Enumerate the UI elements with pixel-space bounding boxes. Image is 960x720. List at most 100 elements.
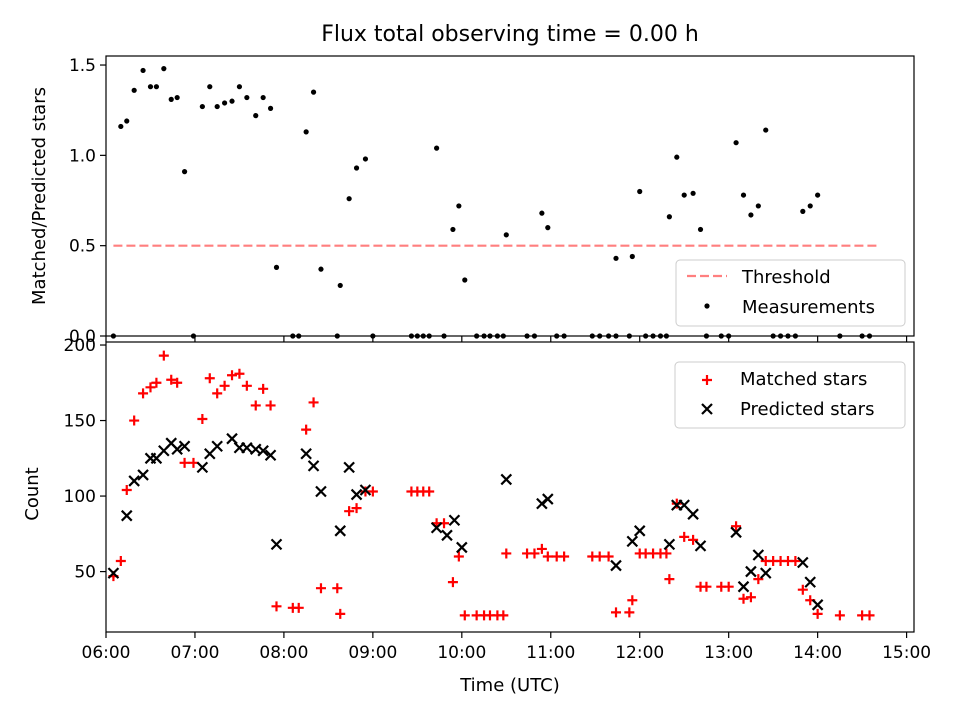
measurement-point	[267, 105, 274, 111]
measurement-point	[310, 89, 317, 95]
predicted-star-point	[500, 473, 513, 486]
matched-star-point	[212, 388, 223, 399]
predicted-star-point	[178, 440, 191, 452]
x-tick-label: 06:00	[82, 643, 131, 663]
predicted-star-point	[270, 538, 283, 551]
x-tick-label: 12:00	[615, 643, 664, 663]
bottom-y-tick-label: 200	[64, 336, 96, 356]
x-axis-label: Time (UTC)	[459, 675, 560, 696]
predicted-star-point	[730, 526, 742, 539]
bottom-legend-box	[674, 361, 906, 429]
measurement-point	[181, 169, 188, 175]
measurement-point	[462, 277, 468, 283]
top-y-tick-label: 0.5	[69, 237, 96, 257]
predicted-star-point	[257, 444, 269, 457]
matched-star-point	[250, 400, 261, 411]
measurement-point	[362, 156, 369, 162]
matched-star-point	[834, 610, 845, 621]
predicted-star-point	[456, 541, 468, 554]
matched-star-point	[129, 415, 140, 426]
matched-star-point	[308, 397, 319, 408]
matched-star-point	[611, 607, 622, 618]
predicted-star-point	[107, 567, 120, 579]
legend-threshold-label: Threshold	[741, 267, 831, 288]
matched-star-point	[536, 543, 547, 554]
predicted-star-point	[137, 469, 149, 481]
predicted-star-point	[315, 485, 327, 498]
measurement-point	[613, 255, 619, 261]
measurement-point	[807, 203, 813, 209]
predicted-star-point	[264, 449, 277, 462]
measurement-point	[260, 94, 266, 101]
matched-star-point	[745, 592, 756, 603]
matched-star-point	[594, 551, 605, 562]
measurement-point	[748, 212, 754, 218]
matched-star-point	[459, 610, 470, 621]
matched-star-point	[172, 377, 183, 388]
measurement-point	[253, 113, 259, 119]
predicted-star-point	[804, 576, 816, 588]
x-tick-label: 10:00	[437, 643, 486, 663]
x-tick-label: 14:00	[793, 643, 842, 663]
matched-star-point	[158, 350, 169, 361]
predicted-star-point	[359, 484, 372, 496]
matched-star-point	[542, 551, 553, 562]
measurement-point	[147, 84, 154, 90]
measurement-point	[161, 66, 167, 72]
predicted-star-point	[334, 525, 347, 537]
measurement-point	[629, 253, 635, 260]
matched-star-point	[145, 382, 156, 393]
predicted-star-point	[307, 460, 320, 472]
bottom-x-ticks: 06:00 07:00 08:00 09:00 10:00 11:00 12:00 13:00…	[82, 632, 931, 663]
measurement-point	[214, 103, 220, 110]
measurement-point	[273, 264, 280, 270]
predicted-star-point	[441, 529, 453, 542]
matched-star-point	[529, 548, 540, 559]
matched-star-point	[367, 486, 378, 497]
matched-star-point	[498, 610, 509, 621]
top-axes-frame	[105, 55, 915, 337]
predicted-star-point	[797, 556, 809, 569]
matched-star-point	[797, 584, 808, 595]
predicted-star-point	[610, 559, 622, 572]
measurement-point	[118, 123, 124, 130]
chart-title: Flux total observing time = 0.00 h	[321, 22, 699, 47]
matched-star-point	[332, 583, 343, 594]
top-y-tick-label: 1.5	[69, 56, 96, 76]
predicted-star-point	[196, 461, 209, 474]
top-y-tick-label: 1.0	[69, 146, 96, 166]
measurement-point	[697, 226, 704, 233]
measurement-point	[740, 192, 747, 198]
legend-measurements-label: Measurements	[742, 297, 875, 318]
x-tick-label: 07:00	[170, 643, 219, 663]
matched-star-point	[301, 424, 312, 435]
legend-matched-swatch	[702, 375, 712, 385]
measurement-point	[681, 192, 687, 198]
measurement-point	[674, 154, 680, 160]
top-y-axis-label: Matched/Predicted stars	[29, 87, 50, 305]
x-tick-label: 11:00	[526, 643, 575, 663]
measurement-point	[140, 67, 146, 74]
matched-star-point	[121, 485, 132, 496]
matched-star-point	[688, 534, 699, 545]
matched-star-point	[661, 548, 672, 559]
matched-star-point	[315, 583, 326, 594]
predicted-star-point	[350, 488, 363, 501]
predicted-star-point	[745, 565, 757, 578]
matched-star-point	[790, 556, 801, 567]
matched-star-point	[679, 531, 690, 542]
measurement-point	[236, 84, 243, 90]
bottom-y-tick-label: 150	[64, 412, 96, 432]
x-tick-label: 09:00	[348, 643, 397, 663]
measurement-point	[545, 225, 551, 231]
matched-star-point	[424, 486, 435, 497]
measurement-point	[229, 98, 235, 104]
matched-star-point	[219, 380, 230, 391]
bottom-axes-frame	[105, 341, 915, 633]
measurement-point	[131, 87, 137, 93]
measurement-point	[337, 282, 343, 289]
predicted-star-point	[448, 514, 461, 527]
matched-star-point	[738, 593, 749, 604]
predicted-star-point	[633, 525, 646, 537]
matched-star-point	[812, 608, 823, 619]
